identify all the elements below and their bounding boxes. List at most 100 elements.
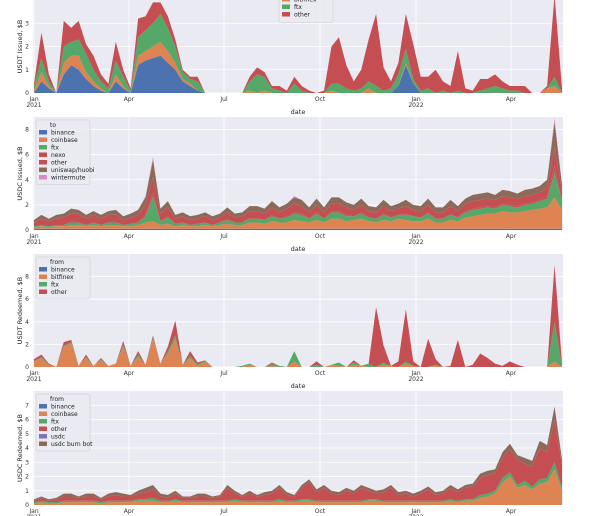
legend-swatch (39, 175, 47, 180)
legend-swatch (39, 267, 47, 272)
legend-entry: ftx (51, 419, 59, 426)
x-tick-label: Jul (219, 370, 228, 377)
legend-swatch (39, 404, 47, 409)
y-axis-label: USDC Redeemed, $B (16, 414, 24, 482)
series-area-other (34, 265, 562, 367)
legend-swatch (39, 160, 47, 165)
legend-entry: coinbase (51, 411, 78, 418)
series-area-coinbase (34, 469, 562, 505)
legend-swatch (39, 282, 47, 287)
y-tick-label: 6 (25, 296, 29, 303)
legend-entry: usdc burn bot (51, 441, 93, 448)
series-area-bitfinex (34, 41, 562, 93)
legend-swatch (39, 411, 47, 416)
legend-box (35, 256, 91, 300)
legend-entry: ftx (294, 4, 302, 11)
legend-swatch (282, 4, 290, 9)
series-area-ftx (34, 13, 562, 94)
x-tick-label: Apr (506, 370, 517, 377)
y-tick-label: 1 (25, 67, 29, 74)
x-axis-label: date (291, 108, 306, 116)
y-tick-label: 4 (25, 177, 29, 184)
y-axis-label: USDC Issued, $B (16, 146, 24, 200)
series-area-ftx (34, 172, 562, 228)
x-tick-label: Jul (219, 508, 228, 515)
y-tick-label: 3 (25, 20, 29, 27)
x-axis-label: date (291, 382, 306, 390)
legend-swatch (39, 167, 47, 172)
legend-box (278, 0, 334, 23)
legend-swatch (39, 441, 47, 446)
legend-entry: other (51, 289, 68, 296)
legend-entry: binance (51, 130, 75, 137)
legend-entry: binance (51, 404, 75, 411)
legend-swatch (39, 426, 47, 431)
legend-entry: other (51, 426, 68, 433)
series-area-other (34, 0, 562, 93)
series-area-coinbase (34, 197, 562, 229)
series-area-uniswap-huobi (34, 122, 562, 223)
legend-entry: bitfinex (51, 274, 74, 281)
series-area-ftx (34, 321, 562, 367)
series-area-other (34, 147, 562, 227)
legend-title: from (50, 396, 64, 403)
x-tick-label: Oct (315, 96, 326, 103)
legend-entry: ftx (51, 145, 59, 152)
legend-entry: coinbase (51, 137, 78, 144)
y-tick-label: 6 (25, 417, 29, 424)
x-tick-label: Apr (124, 370, 135, 377)
legend-entry: usdc (51, 434, 65, 441)
x-tick-label: Oct (315, 233, 326, 240)
legend-swatch (39, 145, 47, 150)
x-tick-label: Apr (124, 96, 135, 103)
legend-swatch (39, 419, 47, 424)
legend-swatch (39, 130, 47, 135)
x-tick-label: Apr (124, 233, 135, 240)
legend-title: to (50, 122, 56, 129)
legend-title: from (50, 259, 64, 266)
x-tick-label: Oct (315, 370, 326, 377)
plot-area (33, 254, 563, 367)
x-tick-label: Apr (506, 508, 517, 515)
legend-swatch (282, 12, 290, 17)
legend-swatch (39, 274, 47, 279)
legend-entry: binance (51, 267, 75, 274)
series-area-nexo (34, 165, 562, 227)
y-tick-label: 0 (25, 90, 29, 97)
y-tick-label: 0 (25, 502, 29, 509)
y-tick-label: 0 (25, 364, 29, 371)
legend-swatch (39, 289, 47, 294)
chart-panel-3: 0 2 4 6 8 Jan 2021 Apr Jul Oct Jan 2022 Apr date USDT … (16, 254, 563, 390)
x-tick-label: Jul (219, 96, 228, 103)
x-tick-label: Apr (506, 96, 517, 103)
x-tick-label: Apr (124, 508, 135, 515)
y-tick-label: 7 (25, 402, 29, 409)
y-tick-label: 1 (25, 488, 29, 495)
series-area-bitfinex (34, 338, 562, 367)
y-axis-label: USDT Issued, $B (16, 20, 24, 74)
legend-swatch (39, 137, 47, 142)
y-tick-label: 2 (25, 202, 29, 209)
y-tick-label: 5 (25, 431, 29, 438)
y-tick-label: 3 (25, 459, 29, 466)
legend-swatch (282, 0, 290, 2)
chart-panel-1: 0 1 2 3 Jan 2021 Apr Jul Oct Jan 2022 Apr date USDT I… (16, 0, 563, 116)
legend-entry: uniswap/huobi (51, 167, 95, 174)
y-tick-label: 4 (25, 319, 29, 326)
legend-entry: other (294, 12, 311, 19)
legend-entry: nexo (51, 152, 66, 159)
x-tick-label: Oct (315, 508, 326, 515)
legend-box (35, 393, 91, 452)
y-tick-label: 4 (25, 445, 29, 452)
